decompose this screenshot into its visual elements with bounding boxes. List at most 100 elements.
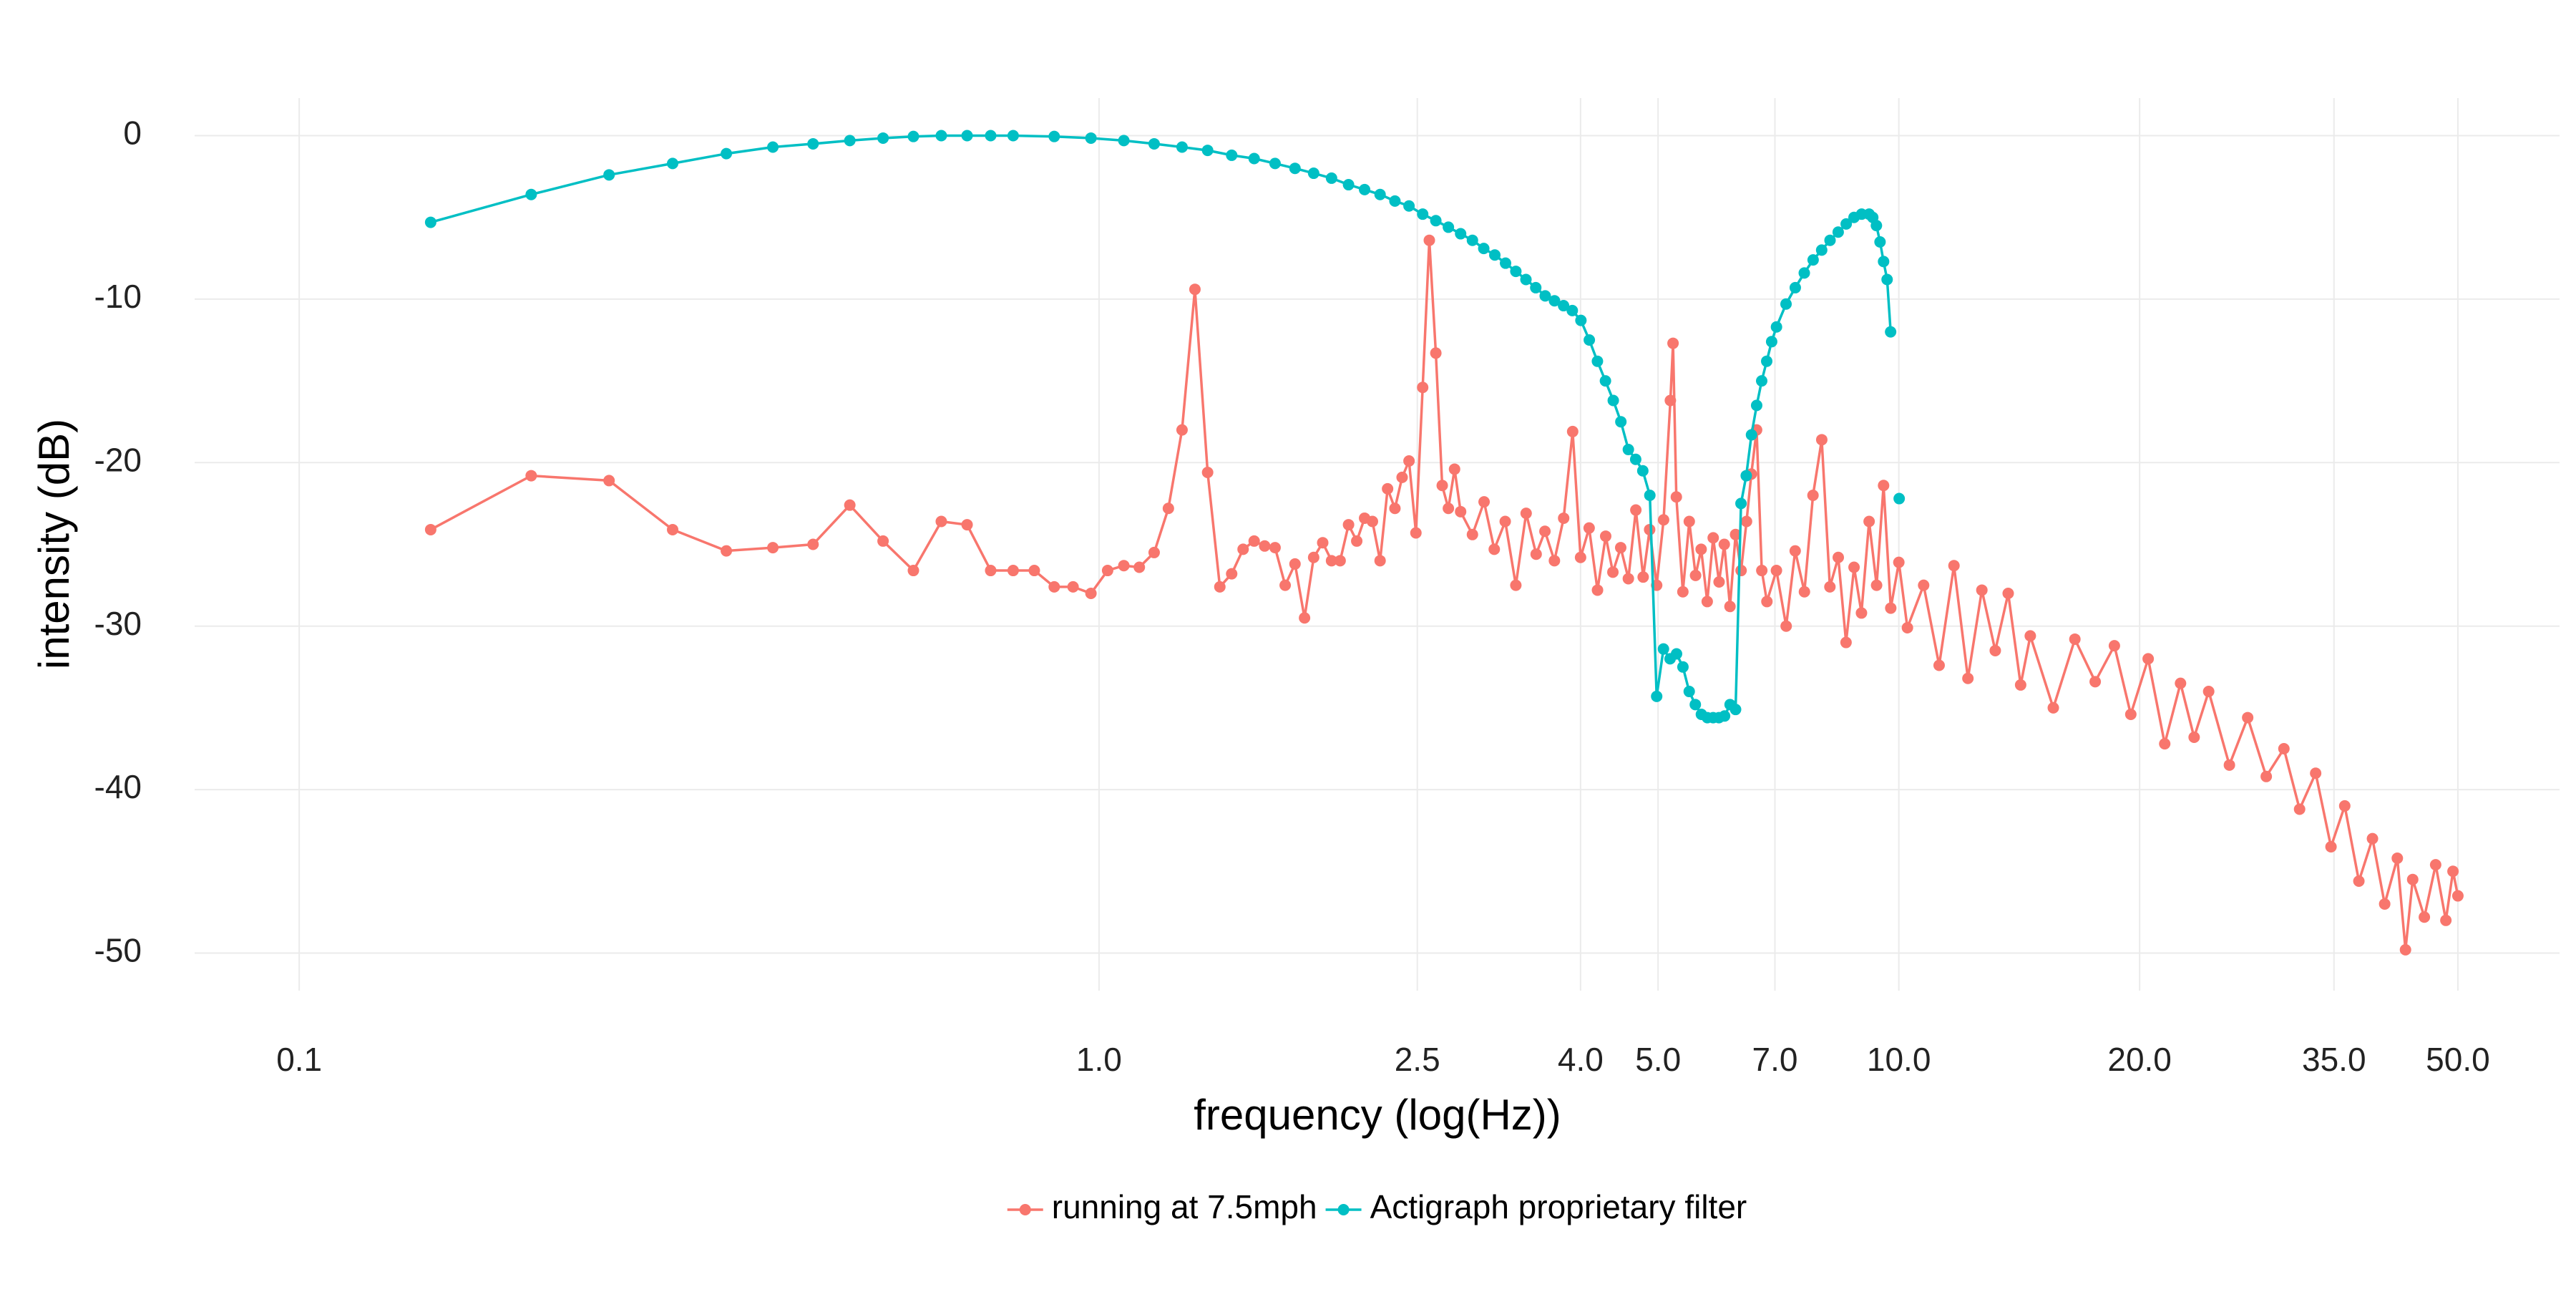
- data-point: [1201, 145, 1214, 157]
- data-point: [1815, 244, 1828, 256]
- data-point: [1622, 444, 1634, 456]
- legend-label: Actigraph proprietary filter: [1370, 1188, 1747, 1225]
- data-point: [1599, 375, 1611, 387]
- data-point: [1237, 543, 1249, 555]
- data-point: [424, 216, 436, 228]
- data-point: [1269, 542, 1281, 554]
- data-point: [1695, 543, 1707, 555]
- data-point: [2325, 841, 2337, 853]
- data-point: [1629, 453, 1641, 465]
- data-point: [1701, 596, 1713, 608]
- data-point: [525, 470, 537, 482]
- data-point: [1048, 130, 1060, 142]
- data-point: [2429, 859, 2441, 871]
- y-axis-title: intensity (dB): [30, 419, 78, 669]
- data-point: [907, 130, 919, 142]
- data-point: [1382, 482, 1394, 495]
- data-point: [1918, 579, 1930, 591]
- data-point: [1832, 226, 1844, 238]
- data-point: [2278, 742, 2290, 754]
- data-point: [1289, 558, 1301, 570]
- data-point: [2002, 588, 2014, 600]
- data-point: [1342, 519, 1355, 531]
- x-tick-label: 0.1: [276, 1041, 322, 1078]
- data-point: [1755, 375, 1767, 387]
- data-point: [667, 157, 679, 170]
- data-point: [844, 499, 856, 511]
- data-point: [1007, 565, 1019, 577]
- data-point: [907, 565, 919, 577]
- data-point: [1824, 234, 1836, 246]
- data-point: [1530, 548, 1542, 560]
- data-point: [1724, 601, 1736, 613]
- data-point: [1789, 545, 1801, 557]
- data-point: [1750, 399, 1762, 412]
- data-point: [1670, 648, 1682, 660]
- data-point: [1403, 200, 1415, 212]
- data-point: [1162, 502, 1174, 515]
- data-point: [2447, 865, 2459, 878]
- legend: running at 7.5mph Actigraph proprietary f…: [1007, 1188, 1747, 1225]
- data-point: [1677, 661, 1689, 673]
- legend-key-point: [1019, 1204, 1031, 1215]
- data-point: [1189, 283, 1201, 296]
- x-tick-label: 2.5: [1395, 1041, 1440, 1078]
- data-point: [1933, 659, 1945, 671]
- x-tick-label: 5.0: [1635, 1041, 1681, 1078]
- data-point: [1815, 434, 1828, 446]
- data-point: [2353, 875, 2365, 887]
- data-point: [1798, 267, 1810, 279]
- data-point: [1548, 295, 1561, 307]
- data-point: [1374, 555, 1386, 567]
- data-point: [1520, 273, 1532, 286]
- data-point: [1539, 290, 1551, 302]
- data-point: [1761, 596, 1773, 608]
- data-point: [2175, 677, 2187, 689]
- data-point: [1740, 470, 1752, 482]
- data-point: [1176, 141, 1188, 153]
- data-point: [1389, 195, 1401, 207]
- data-point: [2089, 676, 2102, 688]
- data-point: [2242, 711, 2254, 724]
- data-point: [1707, 532, 1719, 544]
- data-point: [1599, 530, 1611, 543]
- data-point: [1840, 218, 1853, 230]
- data-point: [1520, 507, 1532, 520]
- data-point: [1226, 568, 1238, 580]
- data-point: [1118, 560, 1130, 572]
- data-point: [1279, 579, 1292, 591]
- data-point: [1689, 569, 1702, 581]
- data-point: [1423, 234, 1435, 246]
- data-point: [1118, 135, 1130, 147]
- data-point: [1591, 584, 1604, 596]
- data-point: [721, 545, 733, 557]
- data-point: [1644, 489, 1656, 501]
- data-point: [1989, 644, 2001, 656]
- x-tick-label: 35.0: [2302, 1041, 2366, 1078]
- data-point: [2419, 911, 2431, 923]
- data-point: [1359, 183, 1371, 195]
- data-point: [2188, 731, 2200, 743]
- data-point: [1558, 512, 1570, 524]
- data-point: [1478, 243, 1490, 255]
- data-point: [807, 137, 819, 150]
- data-point: [2108, 640, 2120, 652]
- data-point: [1351, 535, 1363, 547]
- data-point: [1269, 157, 1281, 170]
- data-point: [603, 475, 615, 487]
- data-point: [1683, 515, 1695, 528]
- data-point: [1885, 326, 1897, 338]
- data-point: [1396, 471, 1408, 483]
- data-point: [1824, 581, 1836, 593]
- data-point: [1575, 314, 1587, 326]
- y-tick-label: -40: [94, 768, 142, 805]
- data-point: [1591, 355, 1604, 367]
- data-point: [2159, 738, 2171, 750]
- data-point: [1780, 298, 1792, 310]
- data-point: [2024, 630, 2036, 642]
- data-point: [961, 130, 973, 142]
- data-point: [2379, 898, 2391, 910]
- data-point: [1214, 581, 1226, 593]
- data-point: [1539, 525, 1551, 538]
- y-tick-label: -10: [94, 278, 142, 315]
